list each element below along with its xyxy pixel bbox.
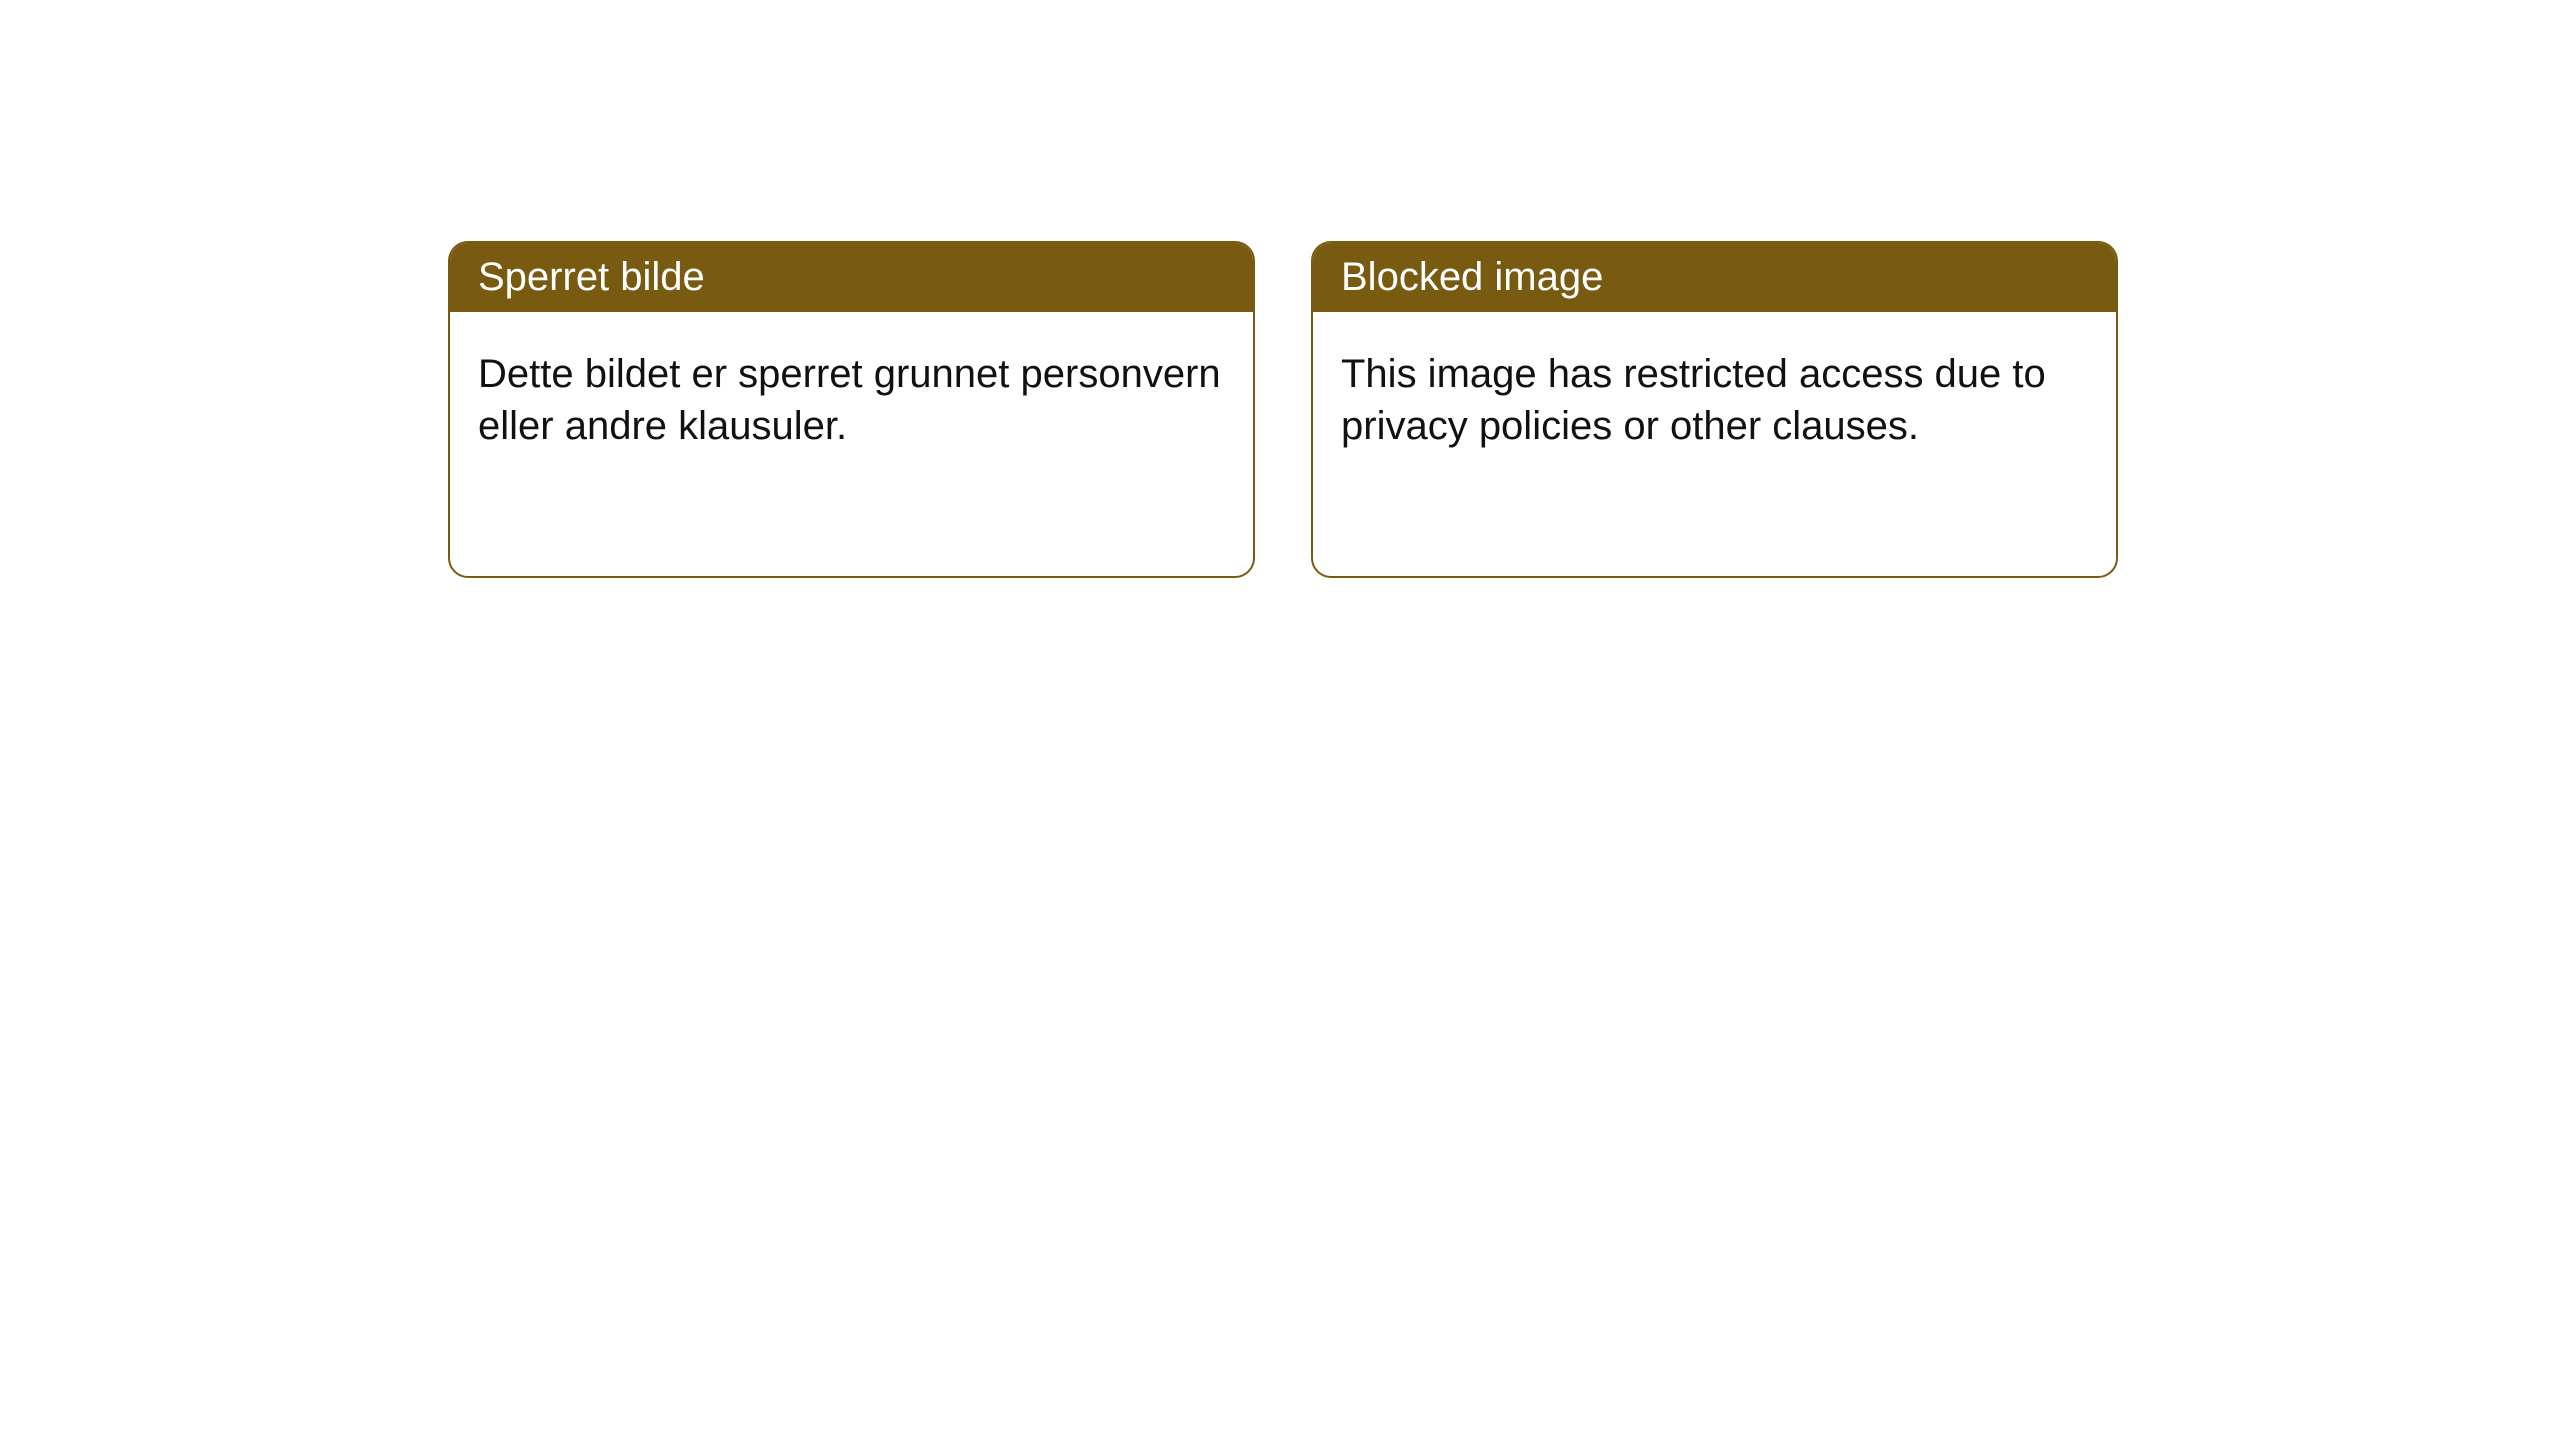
card-title-english: Blocked image (1341, 255, 1603, 299)
card-header-english: Blocked image (1313, 243, 2116, 312)
card-body-norwegian: Dette bildet er sperret grunnet personve… (450, 312, 1253, 488)
card-message-norwegian: Dette bildet er sperret grunnet personve… (478, 352, 1221, 448)
card-body-english: This image has restricted access due to … (1313, 312, 2116, 488)
card-title-norwegian: Sperret bilde (478, 255, 705, 299)
card-header-norwegian: Sperret bilde (450, 243, 1253, 312)
blocked-image-card-english: Blocked image This image has restricted … (1311, 241, 2118, 578)
card-message-english: This image has restricted access due to … (1341, 352, 2046, 448)
blocked-image-card-norwegian: Sperret bilde Dette bildet er sperret gr… (448, 241, 1255, 578)
notice-container: Sperret bilde Dette bildet er sperret gr… (0, 0, 2560, 578)
